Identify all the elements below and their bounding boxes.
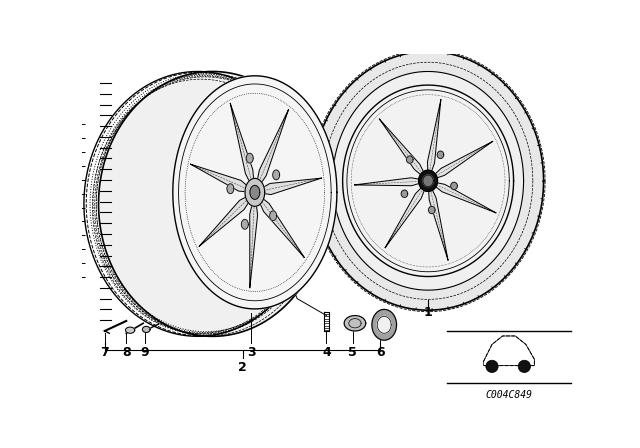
Polygon shape [423, 175, 433, 187]
Polygon shape [333, 72, 524, 290]
Text: C004C849: C004C849 [486, 390, 532, 400]
Polygon shape [99, 72, 326, 336]
Polygon shape [428, 142, 493, 181]
Polygon shape [380, 119, 428, 181]
Polygon shape [230, 103, 255, 192]
Text: 5: 5 [348, 345, 357, 358]
Polygon shape [428, 207, 435, 214]
Polygon shape [173, 76, 337, 309]
Polygon shape [401, 190, 408, 198]
Polygon shape [342, 85, 513, 276]
Polygon shape [125, 327, 135, 333]
Polygon shape [191, 164, 255, 192]
Polygon shape [250, 185, 260, 199]
Text: 6: 6 [376, 345, 385, 358]
Polygon shape [255, 192, 304, 257]
Polygon shape [428, 181, 496, 213]
Polygon shape [269, 211, 276, 221]
Text: 4: 4 [322, 345, 331, 358]
Polygon shape [385, 181, 428, 248]
Polygon shape [406, 156, 413, 163]
Polygon shape [273, 170, 280, 180]
Polygon shape [428, 100, 441, 181]
Circle shape [518, 360, 531, 373]
Polygon shape [451, 182, 458, 190]
Polygon shape [255, 178, 321, 194]
Polygon shape [255, 110, 289, 192]
Polygon shape [372, 310, 397, 340]
Polygon shape [419, 170, 438, 191]
Polygon shape [227, 184, 234, 194]
Text: 1: 1 [424, 306, 433, 319]
Polygon shape [312, 52, 543, 310]
Text: 2: 2 [238, 361, 247, 374]
Polygon shape [355, 178, 428, 186]
Polygon shape [143, 326, 150, 332]
Text: 3: 3 [246, 345, 255, 358]
Polygon shape [437, 151, 444, 159]
Polygon shape [378, 316, 391, 333]
Polygon shape [199, 192, 255, 246]
Polygon shape [246, 153, 253, 163]
Polygon shape [344, 315, 365, 331]
Text: 8: 8 [122, 345, 131, 358]
Text: 9: 9 [140, 345, 149, 358]
Polygon shape [245, 178, 265, 207]
Text: 7: 7 [100, 345, 109, 358]
Polygon shape [428, 181, 448, 260]
Polygon shape [241, 220, 248, 229]
Circle shape [486, 360, 498, 373]
Polygon shape [250, 192, 257, 288]
